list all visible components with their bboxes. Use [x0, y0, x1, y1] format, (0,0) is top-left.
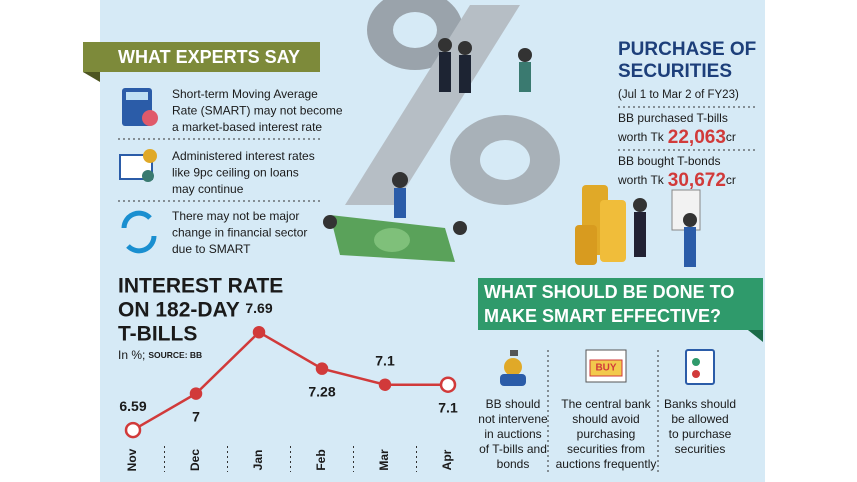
chart-subtitle: In %; SOURCE: BB — [118, 348, 202, 362]
action-text: to purchase — [669, 427, 732, 441]
actions-banner — [478, 278, 763, 340]
amount-suffix: cr — [726, 130, 736, 144]
x-tick-label: Nov — [125, 448, 139, 471]
x-tick-label: Jan — [251, 450, 265, 471]
x-tick-label: Apr — [440, 449, 454, 470]
data-point — [252, 325, 266, 339]
expert-point: a market-based interest rate — [172, 120, 322, 134]
data-point — [378, 378, 392, 391]
expert-point: may continue — [172, 182, 244, 196]
actions-title: WHAT SHOULD BE DONE TO — [484, 282, 734, 302]
action-text: bonds — [497, 457, 530, 471]
chart-title: INTEREST RATE — [118, 275, 283, 298]
action-text: be allowed — [671, 412, 728, 426]
action-text: BB should — [486, 397, 541, 411]
percent-illustration — [345, 0, 560, 205]
source: SOURCE: BB — [148, 350, 202, 360]
amount-value: 30,672 — [668, 170, 726, 191]
purchase-text: BB purchased T-bills — [618, 111, 728, 125]
purchase-amount-line: worth Tk 30,672cr — [617, 170, 736, 191]
data-label: 7.28 — [308, 383, 335, 399]
experts-banner — [83, 42, 320, 80]
action-text: of T-bills and — [479, 442, 547, 456]
bid-icon — [500, 350, 526, 386]
amount-prefix: worth Tk — [617, 130, 665, 144]
action-text: in auctions — [484, 427, 541, 441]
x-tick-label: Mar — [377, 449, 391, 471]
action-text: securities — [675, 442, 726, 456]
amount-value: 22,063 — [668, 127, 726, 148]
x-tick-label: Feb — [314, 449, 328, 470]
expert-point: Rate (SMART) may not become — [172, 104, 343, 118]
coins-illustration — [575, 185, 701, 267]
line-series — [132, 330, 448, 432]
expert-point: like 9pc ceiling on loans — [172, 166, 299, 180]
chart-title: T-BILLS — [118, 323, 197, 346]
buy-icon — [585, 349, 627, 383]
chart-title: ON 182-DAY — [118, 299, 240, 322]
expert-point: due to SMART — [172, 242, 251, 256]
expert-point: Administered interest rates — [172, 149, 315, 163]
calculator-icon — [122, 88, 158, 126]
expert-point: There may not be major — [172, 209, 299, 223]
data-label: 7.69 — [245, 300, 272, 316]
purchase-title: SECURITIES — [618, 61, 732, 82]
amount-prefix: worth Tk — [617, 173, 665, 187]
cycle-icon — [121, 210, 157, 254]
unit: In %; — [118, 348, 145, 362]
expert-point: change in financial sector — [172, 226, 307, 240]
actions-title: MAKE SMART EFFECTIVE? — [484, 306, 721, 326]
banner-fold — [748, 330, 763, 342]
people-illustration — [438, 38, 532, 93]
banner-fold — [83, 72, 100, 82]
data-point — [315, 362, 329, 375]
amount-suffix: cr — [726, 173, 736, 187]
monitor-icon — [119, 149, 157, 182]
x-tick-label: Dec — [188, 449, 202, 471]
action-text: not intervene — [478, 412, 548, 426]
purchase-title: PURCHASE OF — [618, 39, 756, 60]
data-point — [124, 421, 142, 439]
experts-title: WHAT EXPERTS SAY — [118, 47, 300, 67]
expert-point: Short-term Moving Average — [172, 87, 318, 101]
action-text: The central bank — [561, 397, 651, 411]
action-text: auctions frequently — [556, 457, 657, 471]
action-text: should avoid — [572, 412, 639, 426]
data-point — [189, 387, 203, 400]
action-text: Banks should — [664, 397, 736, 411]
purchase-amount-line: worth Tk 22,063cr — [617, 127, 736, 148]
action-text: securities from — [567, 442, 645, 456]
data-label: 7 — [192, 408, 200, 424]
buy-icon-text: BUY — [595, 363, 616, 374]
data-label: 7.1 — [375, 352, 395, 368]
data-point — [439, 376, 457, 393]
purchase-period: (Jul 1 to Mar 2 of FY23) — [618, 89, 739, 101]
data-label: 7.1 — [438, 399, 458, 415]
data-label: 6.59 — [119, 398, 146, 414]
money-illustration — [323, 172, 467, 262]
checklist-icon — [685, 349, 715, 385]
purchase-text: BB bought T-bonds — [618, 154, 721, 168]
action-text: purchasing — [577, 427, 636, 441]
